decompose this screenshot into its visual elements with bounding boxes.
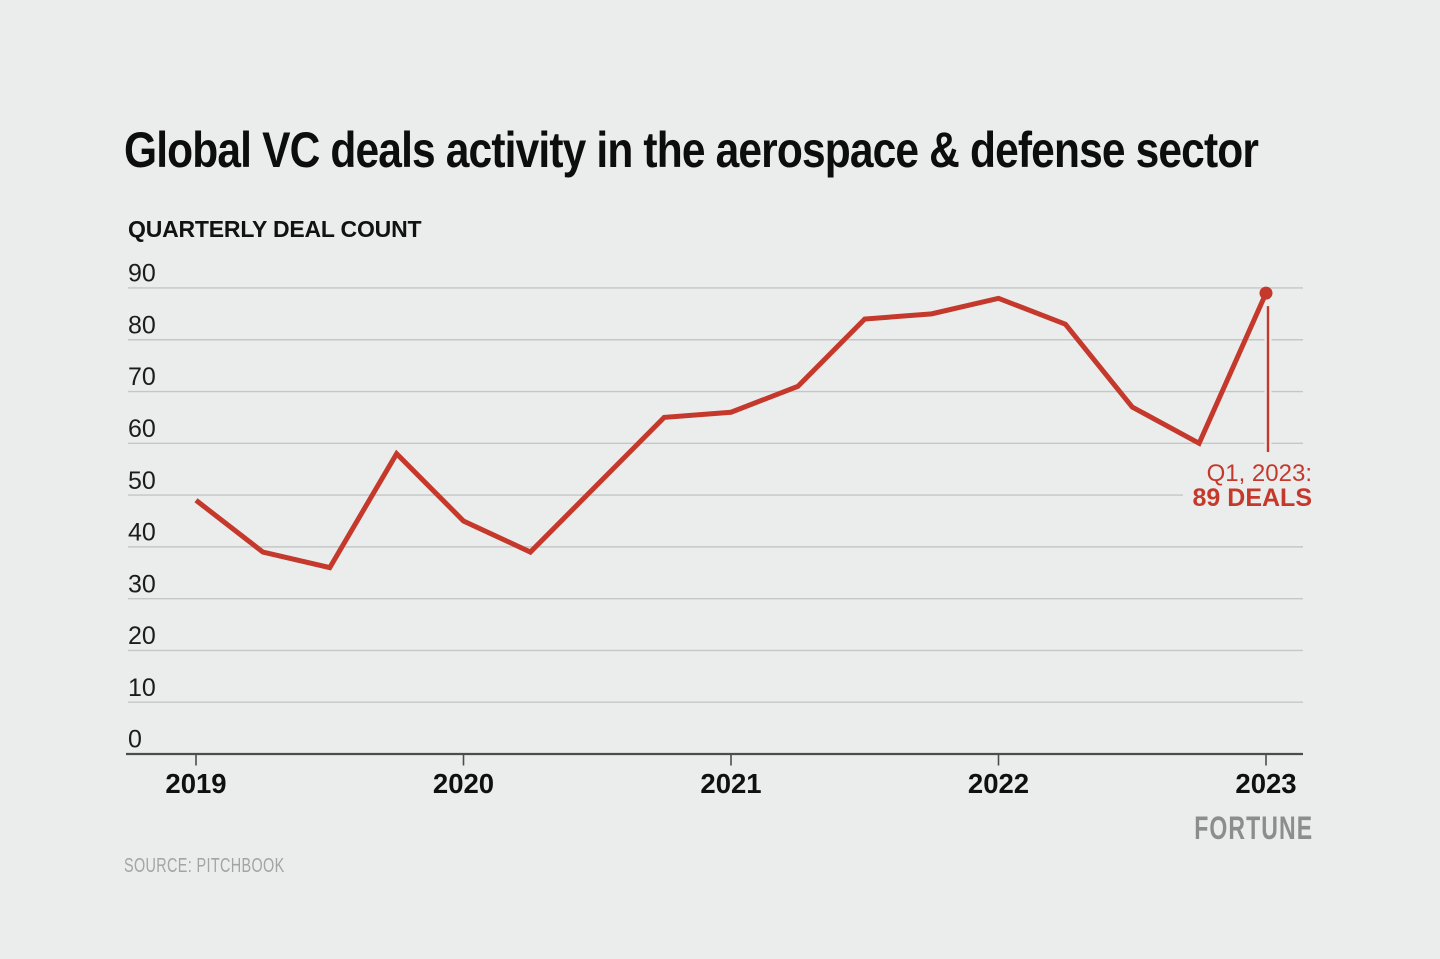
chart-title: Global VC deals activity in the aerospac… — [124, 122, 1259, 178]
x-axis-label-2020: 2020 — [433, 768, 494, 799]
x-axis-label-2021: 2021 — [700, 768, 761, 799]
y-axis-label-30: 30 — [128, 570, 156, 598]
y-axis-label-80: 80 — [128, 311, 156, 339]
source-credit: SOURCE: PITCHBOOK — [124, 855, 285, 877]
y-axis-label-20: 20 — [128, 622, 156, 650]
x-axis-label-2022: 2022 — [968, 768, 1029, 799]
y-axis-label-60: 60 — [128, 415, 156, 443]
y-axis-label-70: 70 — [128, 363, 156, 391]
y-axis-label-50: 50 — [128, 467, 156, 495]
chart-subtitle: QUARTERLY DEAL COUNT — [128, 216, 422, 242]
x-axis-label-2023: 2023 — [1235, 768, 1296, 799]
x-axis-label-2019: 2019 — [165, 768, 226, 799]
y-axis-label-90: 90 — [128, 260, 156, 288]
y-axis-label-40: 40 — [128, 519, 156, 547]
fortune-logo: FORTUNE — [1194, 810, 1313, 846]
highlight-annotation: Q1, 2023: 89 DEALS — [1182, 460, 1312, 513]
y-axis-label-10: 10 — [128, 674, 156, 702]
highlight-point-dot — [1259, 286, 1273, 300]
annotation-quarter-label: Q1, 2023: — [1206, 460, 1312, 487]
annotation-deal-count: 89 DEALS — [1192, 484, 1312, 512]
y-axis-label-0: 0 — [128, 726, 142, 754]
deal-count-line — [194, 292, 1269, 571]
